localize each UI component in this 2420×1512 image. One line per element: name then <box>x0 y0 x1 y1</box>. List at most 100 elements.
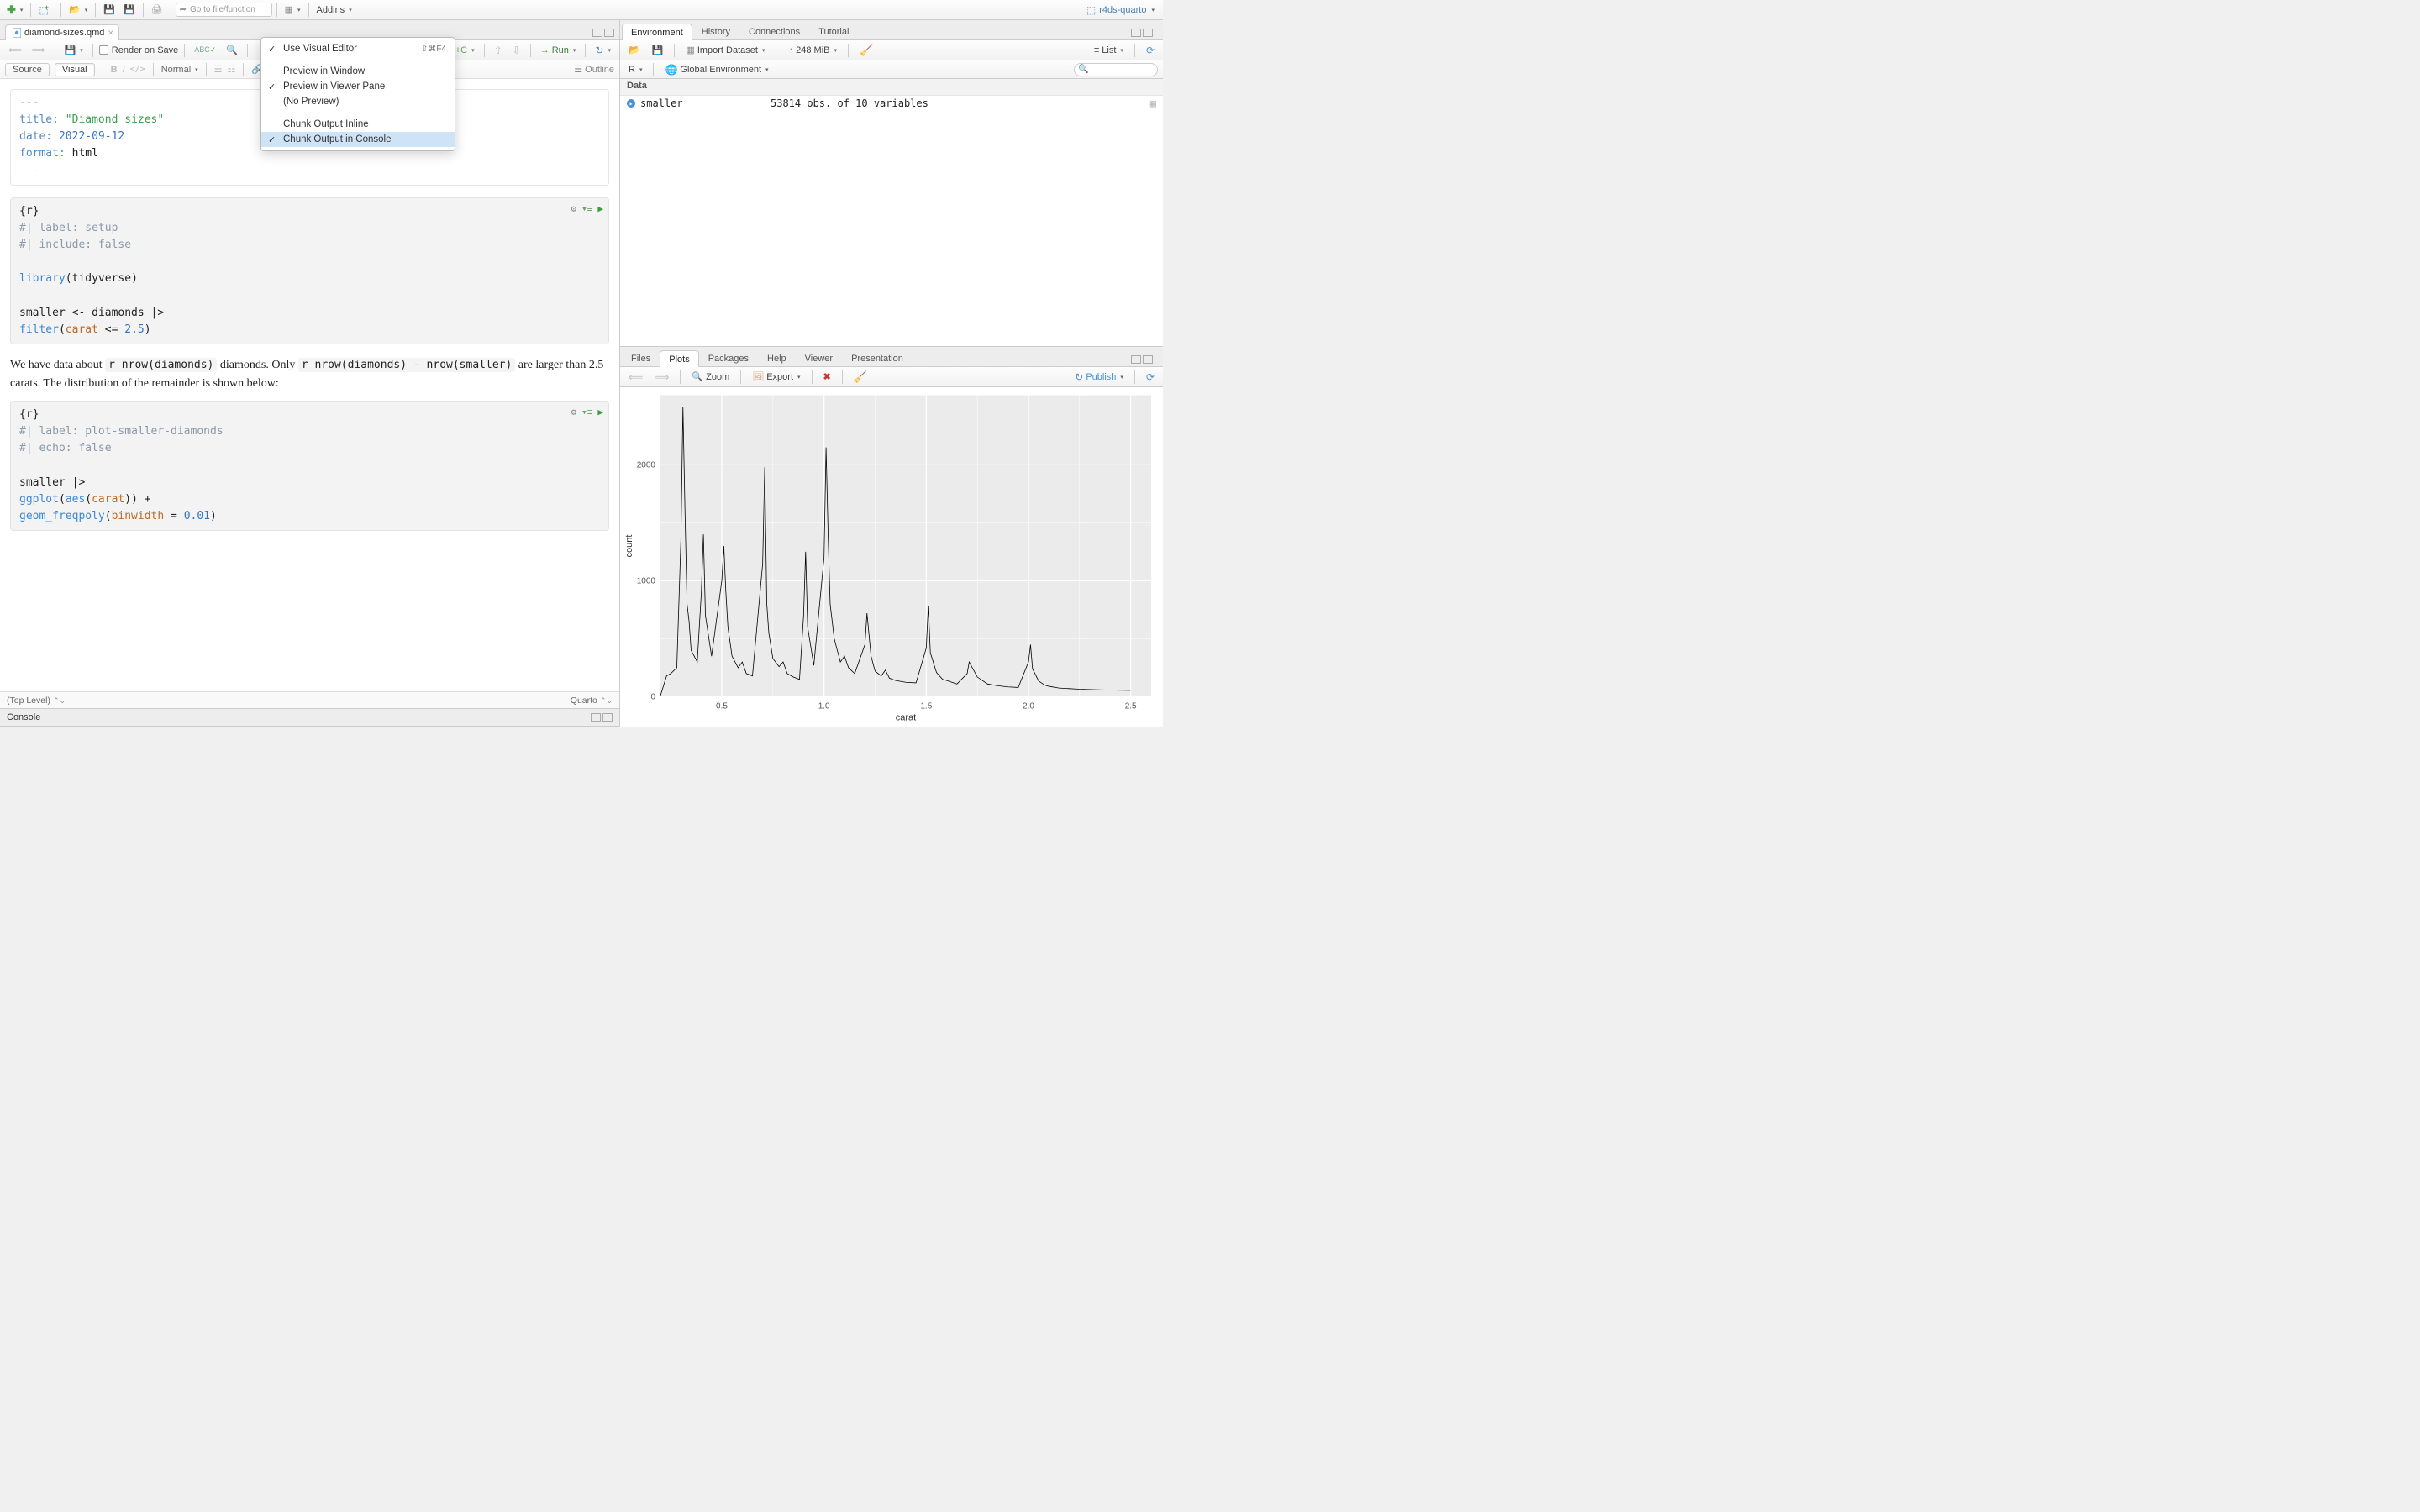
nav-back-button[interactable]: ⟸ <box>5 44 25 56</box>
tab-connections[interactable]: Connections <box>739 23 809 39</box>
save-button[interactable]: 💾 <box>100 3 118 16</box>
svg-text:0.5: 0.5 <box>716 702 728 711</box>
pane-controls <box>592 29 619 39</box>
menu-use-visual-editor[interactable]: Use Visual Editor ⇧⌘F4 <box>261 41 455 56</box>
grid-button[interactable]: ▦▾ <box>281 3 304 16</box>
load-workspace-button[interactable]: 📂 <box>625 44 644 56</box>
tab-presentation[interactable]: Presentation <box>842 349 913 366</box>
new-project-button[interactable]: ⬚+ <box>35 3 56 17</box>
run-chunk-icon[interactable]: ▶ <box>597 405 603 419</box>
project-menu[interactable]: ⬚ r4ds-quarto ▾ <box>1081 3 1160 18</box>
file-tab[interactable]: diamond-sizes.qmd × <box>5 24 119 40</box>
run-above-icon[interactable]: ▾≡ <box>581 405 592 419</box>
env-var-value: 53814 obs. of 10 variables <box>771 97 929 109</box>
minimize-plots-icon[interactable] <box>1131 355 1141 364</box>
maximize-env-icon[interactable] <box>1143 29 1153 37</box>
menu-no-preview[interactable]: (No Preview) <box>261 94 455 109</box>
save-doc-button[interactable]: 💾▾ <box>61 44 87 56</box>
c1l2a: #| <box>19 239 39 251</box>
maximize-plots-icon[interactable] <box>1143 355 1153 364</box>
publish-plot-button[interactable]: ↻ Publish▾ <box>1071 370 1127 384</box>
insert-chunk-icon: +C <box>455 45 467 55</box>
minimize-pane-icon[interactable] <box>592 29 602 37</box>
doc-type-indicator[interactable]: Quarto⌃⌄ <box>571 696 613 706</box>
memory-indicator[interactable]: ◔ 248 MiB▾ <box>784 45 840 56</box>
minimize-env-icon[interactable] <box>1131 29 1141 37</box>
tab-tutorial[interactable]: Tutorial <box>809 23 858 39</box>
plot-next-button[interactable]: ⟹ <box>651 370 672 384</box>
code-button[interactable]: </> <box>130 65 145 74</box>
outline-label: Outline <box>585 65 614 75</box>
chunk-up-button[interactable]: ⇧ <box>491 44 506 57</box>
refresh-plot-button[interactable]: ⟳ <box>1143 370 1158 384</box>
import-dataset-button[interactable]: ▦ Import Dataset▾ <box>682 44 768 56</box>
insert-chunk-button[interactable]: +C▾ <box>452 45 478 56</box>
tab-plots[interactable]: Plots <box>660 350 698 367</box>
maximize-console-icon[interactable] <box>602 713 613 722</box>
addins-button[interactable]: Addins▾ <box>313 4 355 16</box>
goto-file-input[interactable]: ➦ Go to file/function <box>176 3 272 17</box>
export-button[interactable]: 🖼 Export▾ <box>749 370 803 383</box>
outline-toggle[interactable]: ☰Outline <box>574 64 614 75</box>
chunk-gear-icon[interactable]: ⚙ <box>571 405 577 419</box>
nav-fwd-button[interactable]: ⟹ <box>29 44 49 56</box>
broom-icon: 🧹 <box>860 44 873 57</box>
tab-environment[interactable]: Environment <box>622 24 692 40</box>
zoom-button[interactable]: 🔍 Zoom <box>688 370 733 383</box>
menu-chunk-inline[interactable]: Chunk Output Inline <box>261 117 455 132</box>
new-file-button[interactable]: ✚▾ <box>3 3 26 18</box>
language-scope-button[interactable]: R▾ <box>625 64 645 76</box>
tab-files[interactable]: Files <box>622 349 660 366</box>
prose-t1: We have data about <box>10 359 105 371</box>
render-on-save-checkbox[interactable] <box>99 45 108 55</box>
bold-button[interactable]: B <box>111 65 118 75</box>
console-tab[interactable]: Console <box>7 712 40 722</box>
source-mode-button[interactable]: Source <box>5 63 50 76</box>
bullet-list-button[interactable]: ☰ <box>214 64 223 75</box>
view-data-icon[interactable]: ▦ <box>1150 97 1156 109</box>
minimize-console-icon[interactable] <box>591 713 601 722</box>
remove-plot-button[interactable]: ✖ <box>820 370 834 383</box>
run-button[interactable]: →Run▾ <box>537 45 580 56</box>
save-all-button[interactable]: 💾 <box>120 3 139 16</box>
svg-text:1.0: 1.0 <box>818 702 830 711</box>
scope-indicator[interactable]: (Top Level)⌃⌄ <box>7 696 66 706</box>
italic-button[interactable]: I <box>123 65 125 75</box>
yaml-date-key: date: <box>19 130 52 143</box>
c1l2b: include: <box>39 239 92 251</box>
editor-content[interactable]: --- title: "Diamond sizes" date: 2022-09… <box>0 79 619 691</box>
spellcheck-button[interactable]: ABC✓ <box>191 45 219 55</box>
tab-help[interactable]: Help <box>758 349 796 366</box>
close-tab-icon[interactable]: × <box>108 28 113 38</box>
run-above-icon[interactable]: ▾≡ <box>581 202 592 216</box>
env-row[interactable]: ▸ smaller 53814 obs. of 10 variables ▦ <box>620 96 1163 111</box>
project-name: r4ds-quarto <box>1099 5 1146 15</box>
visual-mode-button[interactable]: Visual <box>55 63 95 76</box>
maximize-pane-icon[interactable] <box>604 29 614 37</box>
open-file-button[interactable]: 📂▾ <box>66 3 91 16</box>
tab-history[interactable]: History <box>692 23 739 39</box>
project-icon: ⬚ <box>1086 4 1096 16</box>
tab-packages[interactable]: Packages <box>699 349 758 366</box>
plot-prev-button[interactable]: ⟸ <box>625 370 646 384</box>
chunk-gear-icon[interactable]: ⚙ <box>571 202 577 216</box>
find-button[interactable]: 🔍 <box>223 44 241 56</box>
run-chunk-icon[interactable]: ▶ <box>597 202 603 216</box>
clear-workspace-button[interactable]: 🧹 <box>856 43 876 58</box>
menu-chunk-console[interactable]: Chunk Output in Console <box>261 132 455 147</box>
menu-preview-viewer[interactable]: Preview in Viewer Pane <box>261 79 455 94</box>
refresh-env-button[interactable]: ⟳ <box>1143 44 1158 57</box>
expand-icon[interactable]: ▸ <box>627 99 635 108</box>
menu-preview-window[interactable]: Preview in Window <box>261 64 455 79</box>
print-button[interactable]: 🖨 <box>148 3 166 16</box>
chunk-down-button[interactable]: ⇩ <box>509 44 524 57</box>
yaml-format-val: html <box>72 147 98 160</box>
block-format-select[interactable]: Normal▾ <box>161 65 198 75</box>
view-mode-button[interactable]: ≡ List▾ <box>1091 45 1127 56</box>
env-scope-button[interactable]: 🌐 Global Environment▾ <box>661 63 771 76</box>
tab-viewer[interactable]: Viewer <box>796 349 842 366</box>
publish-source-button[interactable]: ↻▾ <box>592 44 614 57</box>
numbered-list-button[interactable]: ☷ <box>228 64 236 75</box>
save-workspace-button[interactable]: 💾 <box>649 44 667 56</box>
clear-plots-button[interactable]: 🧹 <box>850 370 871 385</box>
